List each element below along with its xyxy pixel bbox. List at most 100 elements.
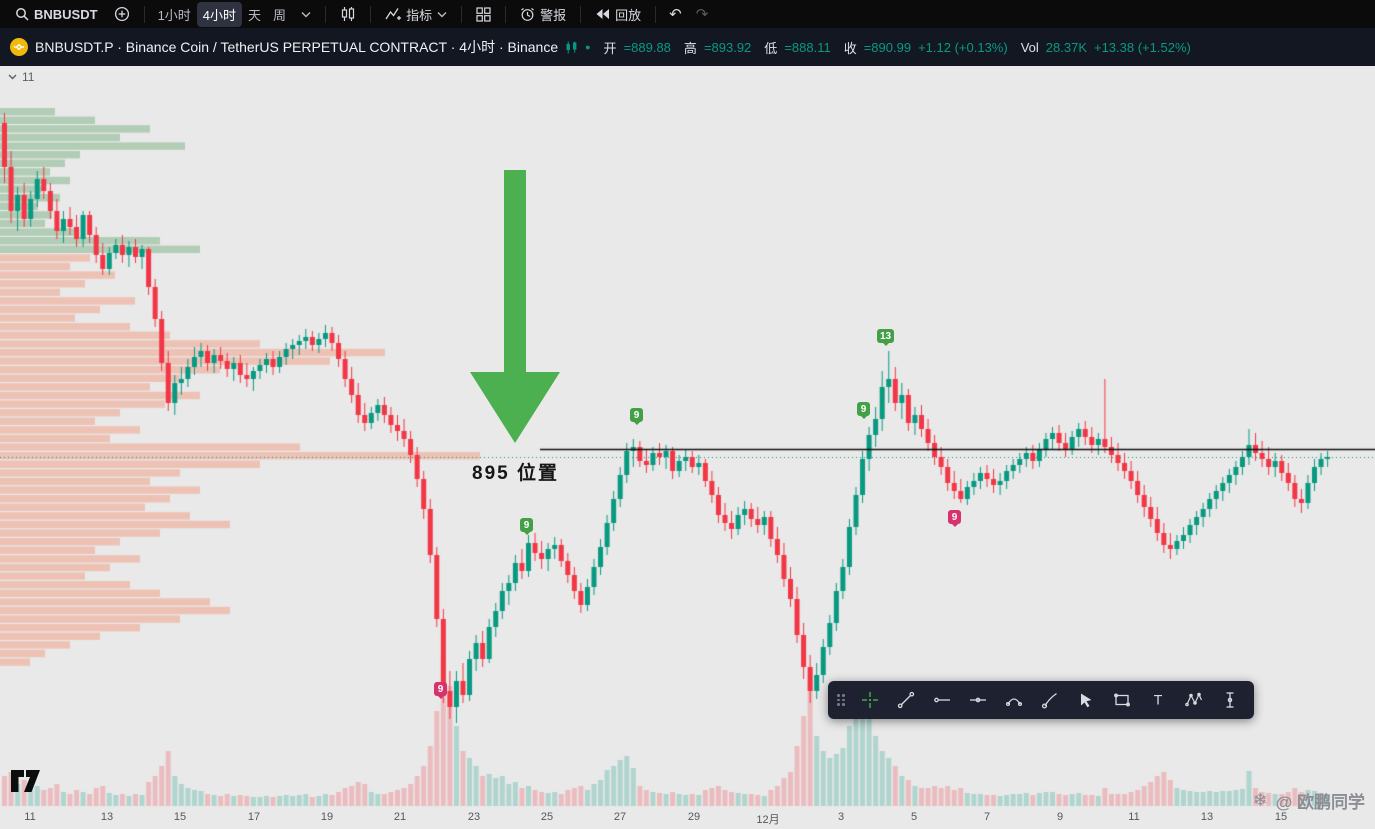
- compare-add-button[interactable]: [107, 3, 137, 25]
- x-axis-label: 3: [837, 811, 845, 823]
- x-axis-label: 9: [1056, 811, 1064, 823]
- brush-icon: [1041, 692, 1057, 709]
- tool-brush[interactable]: [1032, 684, 1068, 716]
- rectangle-icon: [1114, 693, 1130, 707]
- change-value: +1.12 (+0.13%): [918, 39, 1008, 55]
- separator: [143, 5, 145, 23]
- chevron-down-icon: [8, 74, 17, 80]
- separator: [655, 5, 657, 23]
- low-label: 低: [764, 40, 778, 56]
- x-axis-label: 13: [100, 811, 114, 823]
- horizontal-line-icon: [970, 697, 986, 703]
- alert-label: 警报: [540, 7, 567, 23]
- tool-text[interactable]: T: [1140, 684, 1176, 716]
- tool-rectangle[interactable]: [1104, 684, 1140, 716]
- tool-xabcd-pattern[interactable]: [1176, 684, 1212, 716]
- alarm-clock-icon: [521, 7, 534, 21]
- curve-icon: [1005, 698, 1023, 707]
- x-axis-label: 15: [173, 811, 187, 823]
- annotation-label[interactable]: 895 位置: [472, 463, 559, 484]
- layout-button[interactable]: [469, 4, 498, 25]
- high-label: 高: [683, 40, 697, 56]
- x-axis-label: 21: [393, 811, 407, 823]
- long-position-icon: [1226, 692, 1234, 708]
- x-axis-label: 23: [467, 811, 481, 823]
- symbol-description[interactable]: BNBUSDT.P · Binance Coin / TetherUS PERP…: [35, 39, 559, 55]
- indicator-legend[interactable]: 11: [8, 70, 34, 84]
- interval-button[interactable]: 周: [267, 2, 292, 27]
- trade-marker-badge[interactable]: 9: [857, 402, 870, 419]
- close-label: 收: [843, 40, 857, 56]
- alert-button[interactable]: 警报: [513, 2, 573, 27]
- tool-trend-line[interactable]: [888, 684, 924, 716]
- x-axis-label: 11: [1128, 811, 1140, 823]
- open-value: =889.88: [623, 39, 671, 55]
- watermark: ❄ @ 欧鹏同学: [1253, 788, 1365, 813]
- trade-marker-badge[interactable]: 13: [877, 329, 895, 346]
- interval-button[interactable]: 天: [242, 2, 267, 27]
- chart-style-button[interactable]: [333, 3, 363, 25]
- symbol-info-bar: BNBUSDT.P · Binance Coin / TetherUS PERP…: [0, 28, 1375, 66]
- x-axis-label: 12月: [756, 814, 780, 826]
- interval-menu-button[interactable]: [294, 8, 318, 21]
- chevron-down-icon: [301, 11, 311, 17]
- x-axis-label: 13: [1200, 811, 1214, 823]
- tool-curve[interactable]: [996, 684, 1032, 716]
- indicators-button[interactable]: 指标: [378, 2, 454, 27]
- symbol-label: BNBUSDT: [34, 6, 98, 22]
- undo-button[interactable]: ↶: [663, 4, 688, 24]
- x-axis-label: 27: [613, 811, 627, 823]
- trend-line-icon: [897, 691, 915, 709]
- candlestick-style-icon: [341, 7, 355, 21]
- trade-marker-badge[interactable]: 9: [520, 518, 533, 535]
- volume-label: Vol: [1020, 39, 1039, 55]
- separator: [325, 5, 327, 23]
- replay-label: 回放: [615, 7, 642, 23]
- tradingview-logo[interactable]: [10, 766, 46, 796]
- indicator-count: 11: [22, 70, 35, 84]
- x-axis-label: 19: [320, 811, 334, 823]
- rewind-icon: [596, 9, 610, 19]
- separator: [580, 5, 582, 23]
- indicators-icon: [385, 8, 402, 20]
- tool-long-position[interactable]: [1212, 684, 1248, 716]
- toolbar-drag-handle[interactable]: [837, 694, 846, 706]
- interval-group: 1小时 4小时天周: [152, 1, 293, 27]
- indicators-label: 指标: [406, 7, 433, 23]
- interval-button[interactable]: 4小时: [196, 1, 243, 27]
- tool-crosshair[interactable]: [852, 684, 888, 716]
- volume-change-value: +13.38 (+1.52%): [1093, 39, 1191, 55]
- drawing-toolbar: T: [828, 681, 1254, 719]
- high-value: =893.92: [703, 39, 752, 55]
- x-axis-label: 17: [247, 811, 261, 823]
- crosshair-icon: [862, 692, 878, 708]
- separator: [461, 5, 463, 23]
- volume-value: 28.37K: [1045, 39, 1087, 55]
- low-value: =888.11: [784, 39, 831, 55]
- drawing-tools-group: T: [852, 684, 1248, 716]
- close-value: =890.99: [863, 39, 912, 55]
- status-dot-icon: ●: [585, 42, 591, 52]
- watermark-text: @ 欧鹏同学: [1275, 793, 1365, 812]
- open-label: 开: [603, 40, 617, 56]
- svg-text:T: T: [1154, 692, 1163, 708]
- mini-candles-icon: [566, 41, 577, 53]
- plus-circle-icon: [114, 6, 129, 22]
- annotation-arrow-down[interactable]: [465, 166, 565, 447]
- interval-button[interactable]: 1小时: [152, 2, 197, 27]
- redo-button[interactable]: ↷: [690, 4, 715, 24]
- symbol-search-button[interactable]: BNBUSDT: [8, 4, 105, 25]
- tool-horizontal-line[interactable]: [960, 684, 996, 716]
- tool-arrow-marker[interactable]: [1068, 684, 1104, 716]
- search-icon: [16, 8, 29, 21]
- tool-horizontal-ray[interactable]: [924, 684, 960, 716]
- x-axis-label: 11: [24, 811, 36, 823]
- trade-marker-badge[interactable]: 9: [948, 510, 961, 527]
- trade-marker-badge[interactable]: 9: [434, 682, 447, 699]
- trade-marker-badge[interactable]: 9: [630, 408, 643, 425]
- separator: [370, 5, 372, 23]
- separator: [505, 5, 507, 23]
- arrow-marker-icon: [1081, 693, 1092, 708]
- replay-button[interactable]: 回放: [588, 2, 648, 27]
- undo-icon: ↶: [669, 6, 682, 23]
